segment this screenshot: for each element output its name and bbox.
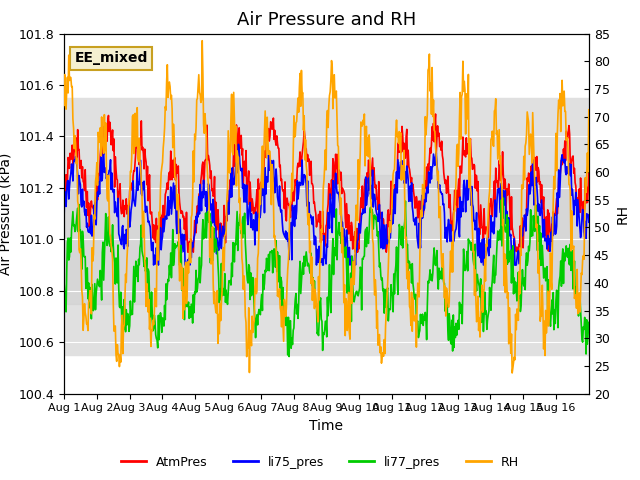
Title: Air Pressure and RH: Air Pressure and RH xyxy=(237,11,416,29)
Bar xyxy=(64,175,589,303)
Y-axis label: Air Pressure (kPa): Air Pressure (kPa) xyxy=(0,153,13,275)
X-axis label: Time: Time xyxy=(309,419,344,433)
Legend: AtmPres, li75_pres, li77_pres, RH: AtmPres, li75_pres, li77_pres, RH xyxy=(116,451,524,474)
Bar xyxy=(64,98,589,355)
Text: EE_mixed: EE_mixed xyxy=(74,51,148,65)
Y-axis label: RH: RH xyxy=(615,204,629,224)
